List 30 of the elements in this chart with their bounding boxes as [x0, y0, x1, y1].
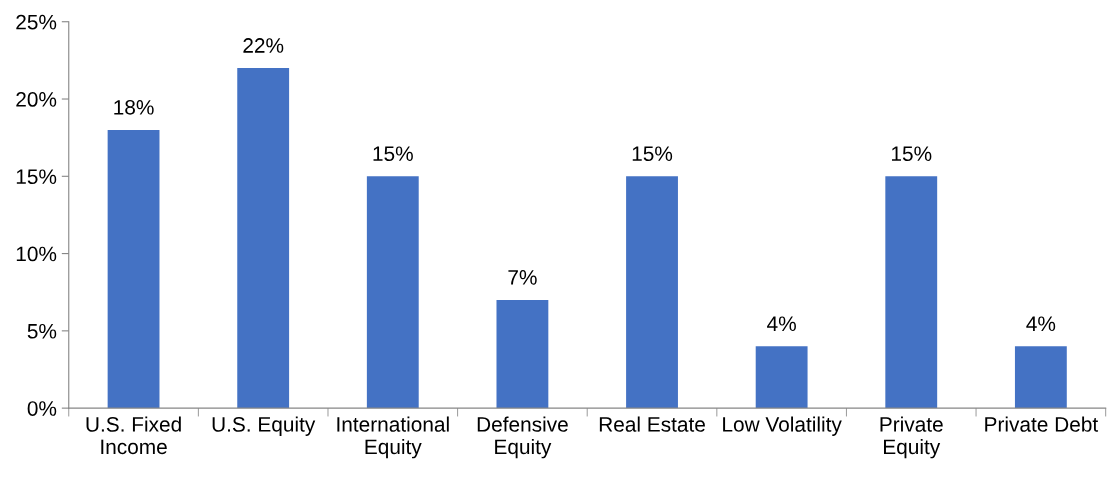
- data-label: 7%: [508, 270, 537, 285]
- y-tick-label: 0%: [27, 401, 57, 416]
- bar: [237, 68, 290, 409]
- data-label: 22%: [243, 38, 284, 53]
- data-label: 4%: [767, 316, 796, 331]
- x-tick-label: U.S. Fixed Income: [86, 416, 181, 455]
- x-tick-label: U.S. Equity: [212, 416, 316, 436]
- x-tick-label: Low Volatility: [723, 416, 842, 436]
- y-tick-label: 15%: [16, 169, 57, 185]
- x-tick-label: Defensive Equity: [477, 416, 568, 459]
- y-tick-label: 10%: [16, 246, 57, 262]
- y-tick-label: 5%: [27, 323, 57, 339]
- data-label: 18%: [114, 99, 154, 115]
- y-tick-label: 20%: [16, 92, 57, 107]
- data-label: 4%: [1026, 316, 1056, 331]
- x-tick-label: International Equity: [337, 416, 449, 459]
- bar: [755, 346, 808, 409]
- y-tick-label: 25%: [16, 14, 57, 30]
- bar: [107, 129, 160, 409]
- data-label: 15%: [632, 146, 673, 162]
- data-label: 15%: [373, 146, 413, 162]
- bar: [885, 176, 938, 409]
- x-tick-label: Real Estate: [599, 416, 705, 432]
- bar: [496, 299, 549, 409]
- x-tick-label: Private Debt: [985, 416, 1099, 432]
- bar: [1014, 346, 1067, 409]
- bar: [366, 176, 419, 409]
- data-label: 15%: [891, 146, 932, 162]
- bar: [626, 176, 678, 409]
- x-tick-label: Private Equity: [880, 416, 943, 459]
